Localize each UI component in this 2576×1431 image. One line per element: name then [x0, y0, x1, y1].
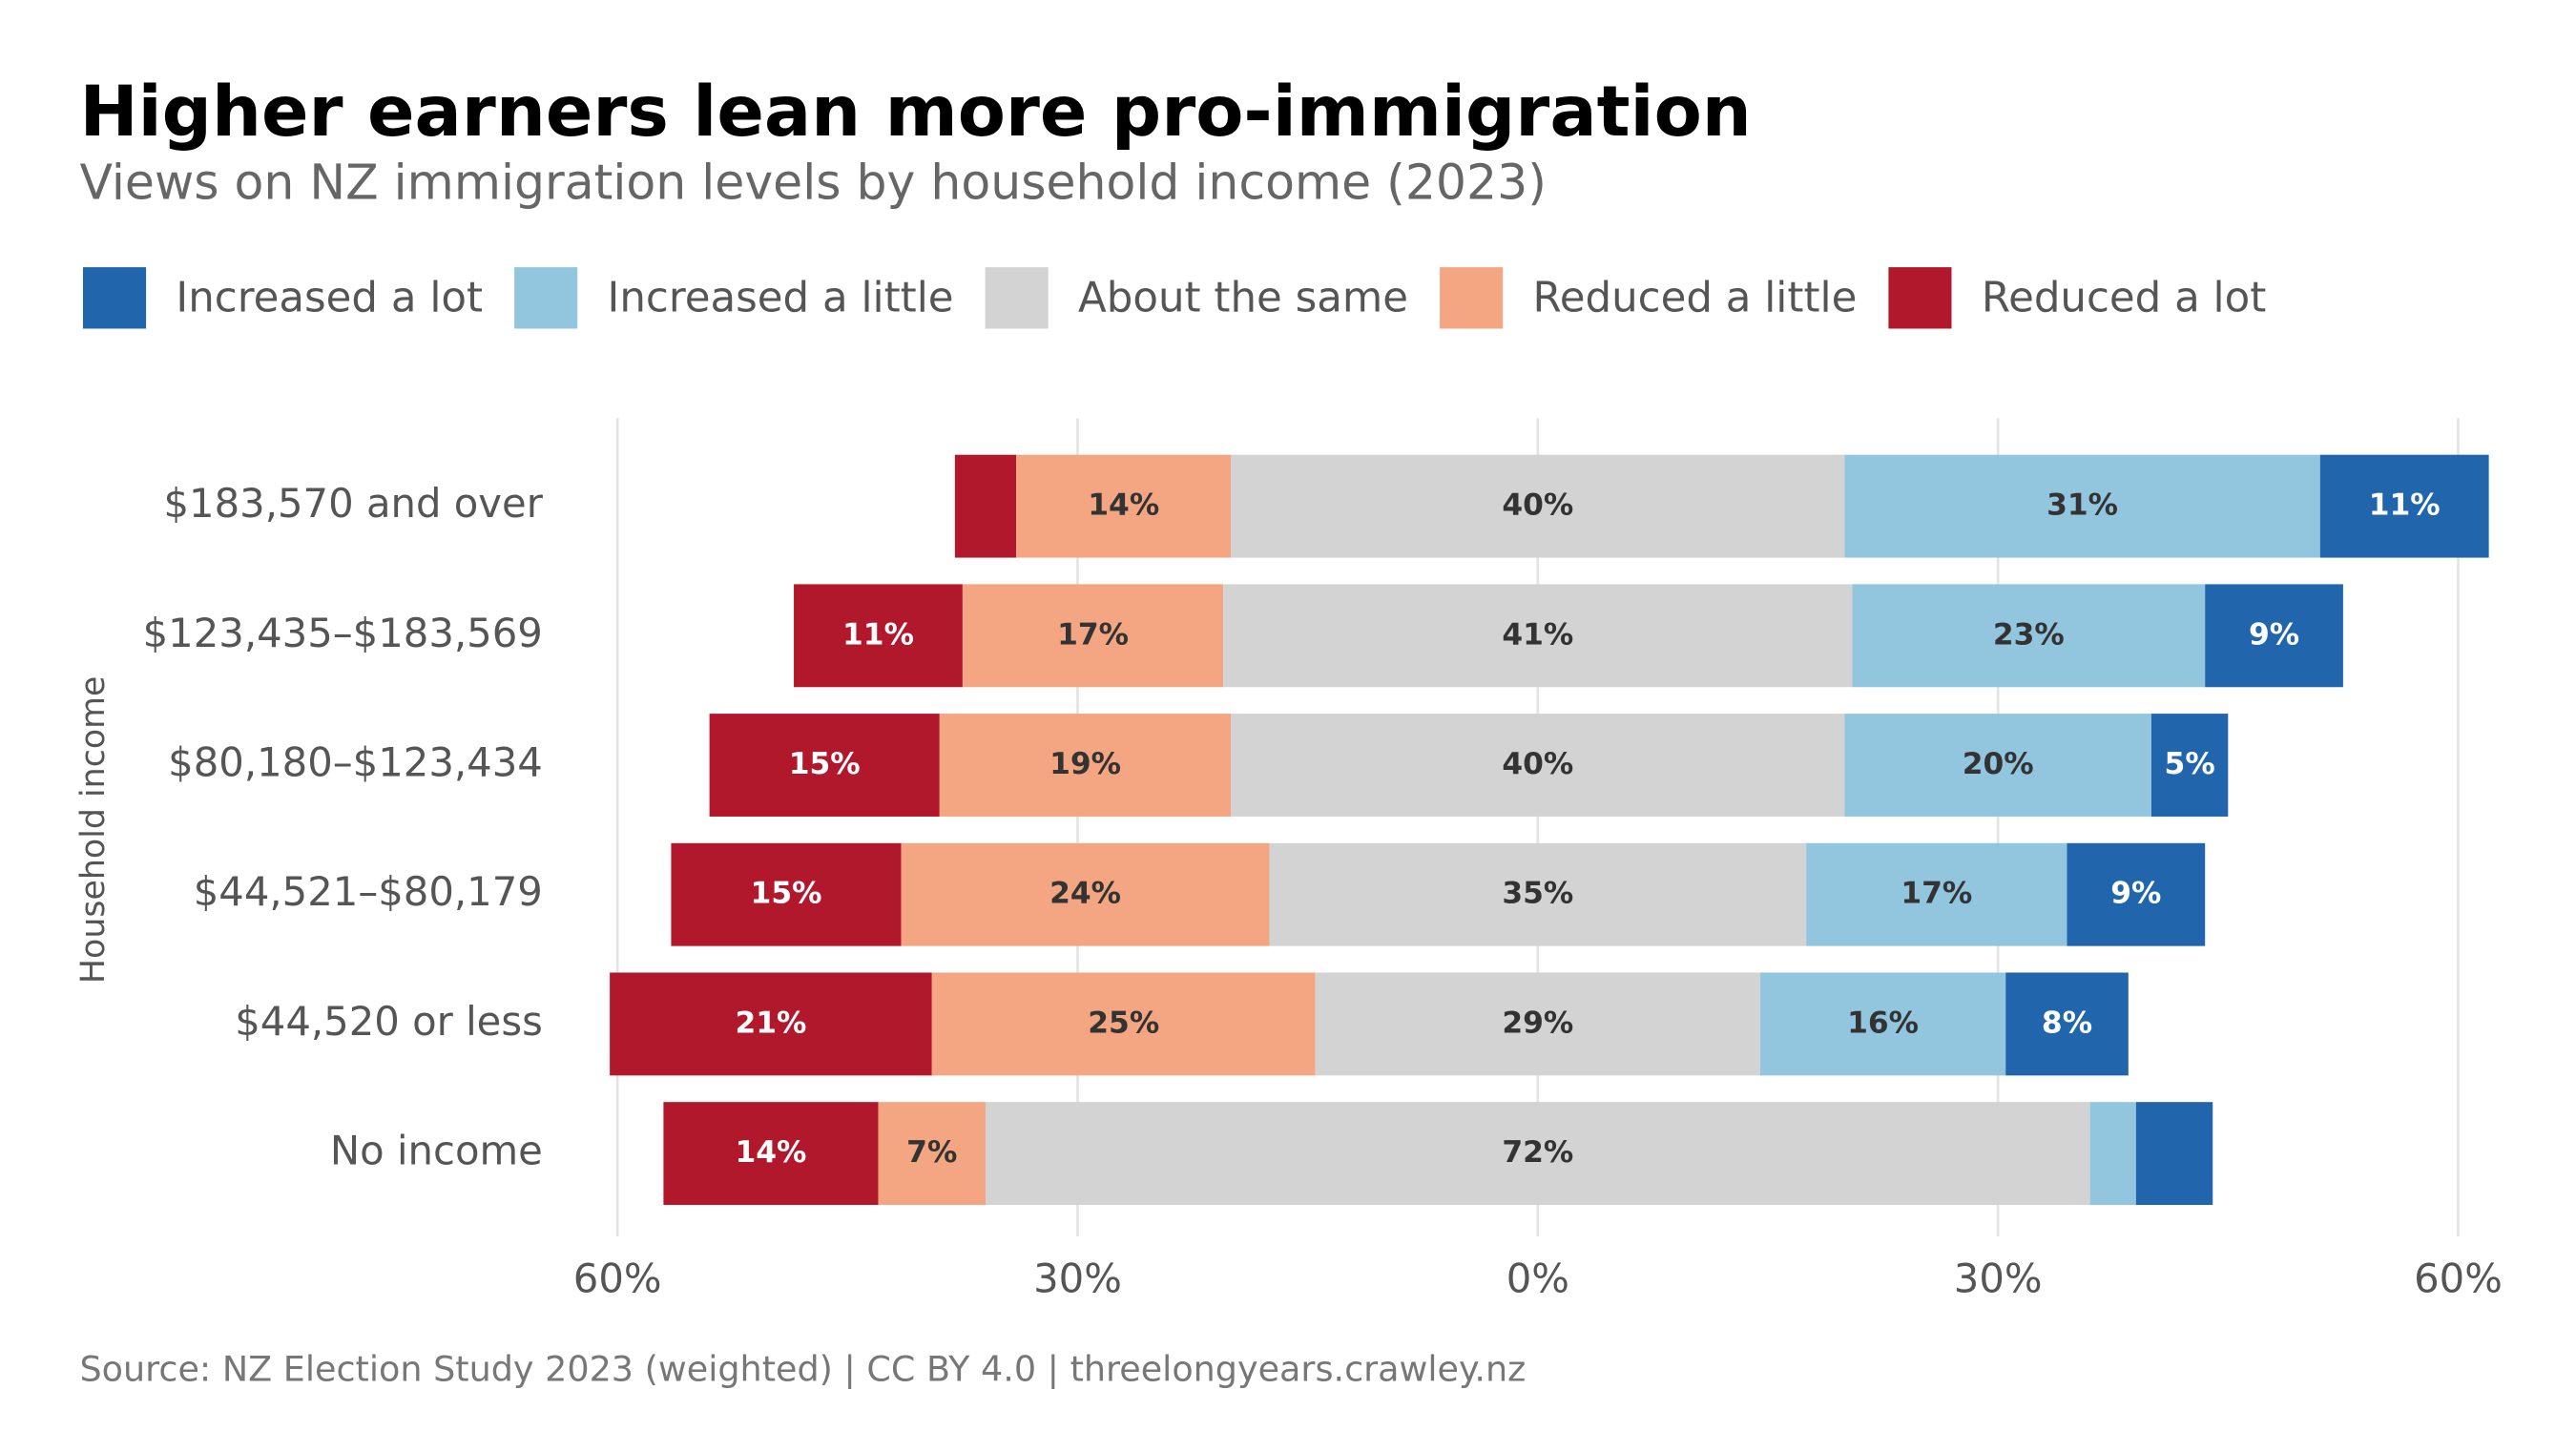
value-label: 20%	[1963, 747, 2034, 781]
bar-segment	[954, 454, 1017, 558]
value-label: 31%	[2046, 488, 2118, 523]
y-tick-label: $183,570 and over	[163, 480, 543, 527]
bar-segment	[2135, 1102, 2213, 1206]
value-label: 16%	[1847, 1006, 1919, 1040]
bar-segment	[1315, 972, 1760, 1076]
bar-segment	[709, 714, 940, 817]
bar-segment	[2319, 454, 2489, 558]
legend-swatch	[985, 267, 1049, 329]
legend-label: About the same	[1078, 274, 1408, 321]
bar-segment	[986, 1102, 2090, 1206]
bar-segment	[663, 1102, 879, 1206]
value-label: 15%	[751, 877, 822, 911]
x-tick-label: 30%	[1033, 1255, 1122, 1302]
bar-segment	[1231, 714, 1845, 817]
value-label: 23%	[1993, 617, 2065, 652]
bar-segment	[962, 584, 1224, 688]
x-tick-label: 60%	[573, 1255, 662, 1302]
chart-title: Higher earners lean more pro-immigration	[80, 72, 1752, 153]
bar-segment	[1844, 714, 2151, 817]
value-label: 17%	[1901, 877, 1972, 911]
bar-segment	[1269, 842, 1807, 946]
y-tick-label: $123,435–$183,569	[143, 610, 543, 656]
bar-segment	[1844, 454, 2320, 558]
value-label: 24%	[1049, 877, 1121, 911]
bar-segment	[1852, 584, 2206, 688]
value-label: 15%	[789, 747, 861, 781]
legend-swatch	[82, 267, 147, 329]
value-label: 9%	[2249, 617, 2299, 652]
bar-segment	[931, 972, 1316, 1076]
bar-segment	[2205, 584, 2343, 688]
value-label: 9%	[2110, 877, 2161, 911]
value-label: 35%	[1502, 877, 1573, 911]
bar-segment	[1231, 454, 1845, 558]
bar-segment	[2150, 714, 2229, 817]
bar-segment	[1016, 454, 1232, 558]
legend-swatch	[1440, 267, 1504, 329]
value-label: 40%	[1502, 488, 1573, 523]
bar-segment	[1806, 842, 2067, 946]
value-label: 14%	[735, 1135, 806, 1170]
bar-segment	[1223, 584, 1853, 688]
value-label: 17%	[1057, 617, 1129, 652]
value-label: 7%	[906, 1135, 957, 1170]
value-label: 40%	[1502, 747, 1573, 781]
x-tick-label: 0%	[1506, 1255, 1569, 1302]
chart-subtitle: Views on NZ immigration levels by househ…	[80, 154, 1547, 210]
bar-segment	[1759, 972, 2006, 1076]
value-label: 29%	[1502, 1006, 1573, 1040]
value-label: 8%	[2042, 1006, 2092, 1040]
value-label: 41%	[1502, 617, 1573, 652]
bar-segment	[878, 1102, 987, 1206]
bar-segment	[2067, 842, 2206, 946]
value-label: 19%	[1049, 747, 1121, 781]
legend-label: Reduced a little	[1533, 274, 1858, 321]
x-tick-label: 30%	[1954, 1255, 2043, 1302]
bar-segment	[2089, 1102, 2136, 1206]
bar-segment	[610, 972, 932, 1076]
legend-swatch	[1888, 267, 1952, 329]
y-tick-label: $80,180–$123,434	[168, 739, 543, 786]
legend-swatch	[514, 267, 578, 329]
value-label: 14%	[1088, 488, 1159, 523]
bar-segment	[901, 842, 1270, 946]
y-tick-label: $44,520 or less	[235, 998, 543, 1045]
y-tick-label: No income	[330, 1128, 543, 1174]
value-label: 5%	[2165, 747, 2215, 781]
value-label: 21%	[735, 1006, 806, 1040]
value-label: 11%	[842, 617, 914, 652]
bar-segment	[794, 584, 963, 688]
y-tick-label: $44,521–$80,179	[194, 868, 543, 915]
value-label: 25%	[1088, 1006, 1159, 1040]
source-note: Source: NZ Election Study 2023 (weighted…	[80, 1349, 1527, 1391]
bar-segment	[939, 714, 1232, 817]
y-axis-label: Household income	[74, 676, 113, 985]
bar-segment	[2005, 972, 2129, 1076]
x-tick-label: 60%	[2414, 1255, 2503, 1302]
legend-label: Increased a little	[608, 274, 954, 321]
value-label: 11%	[2369, 488, 2441, 523]
bar-segment	[671, 842, 902, 946]
legend-label: Reduced a lot	[1982, 274, 2266, 321]
legend-label: Increased a lot	[176, 274, 483, 321]
value-label: 72%	[1502, 1135, 1573, 1170]
